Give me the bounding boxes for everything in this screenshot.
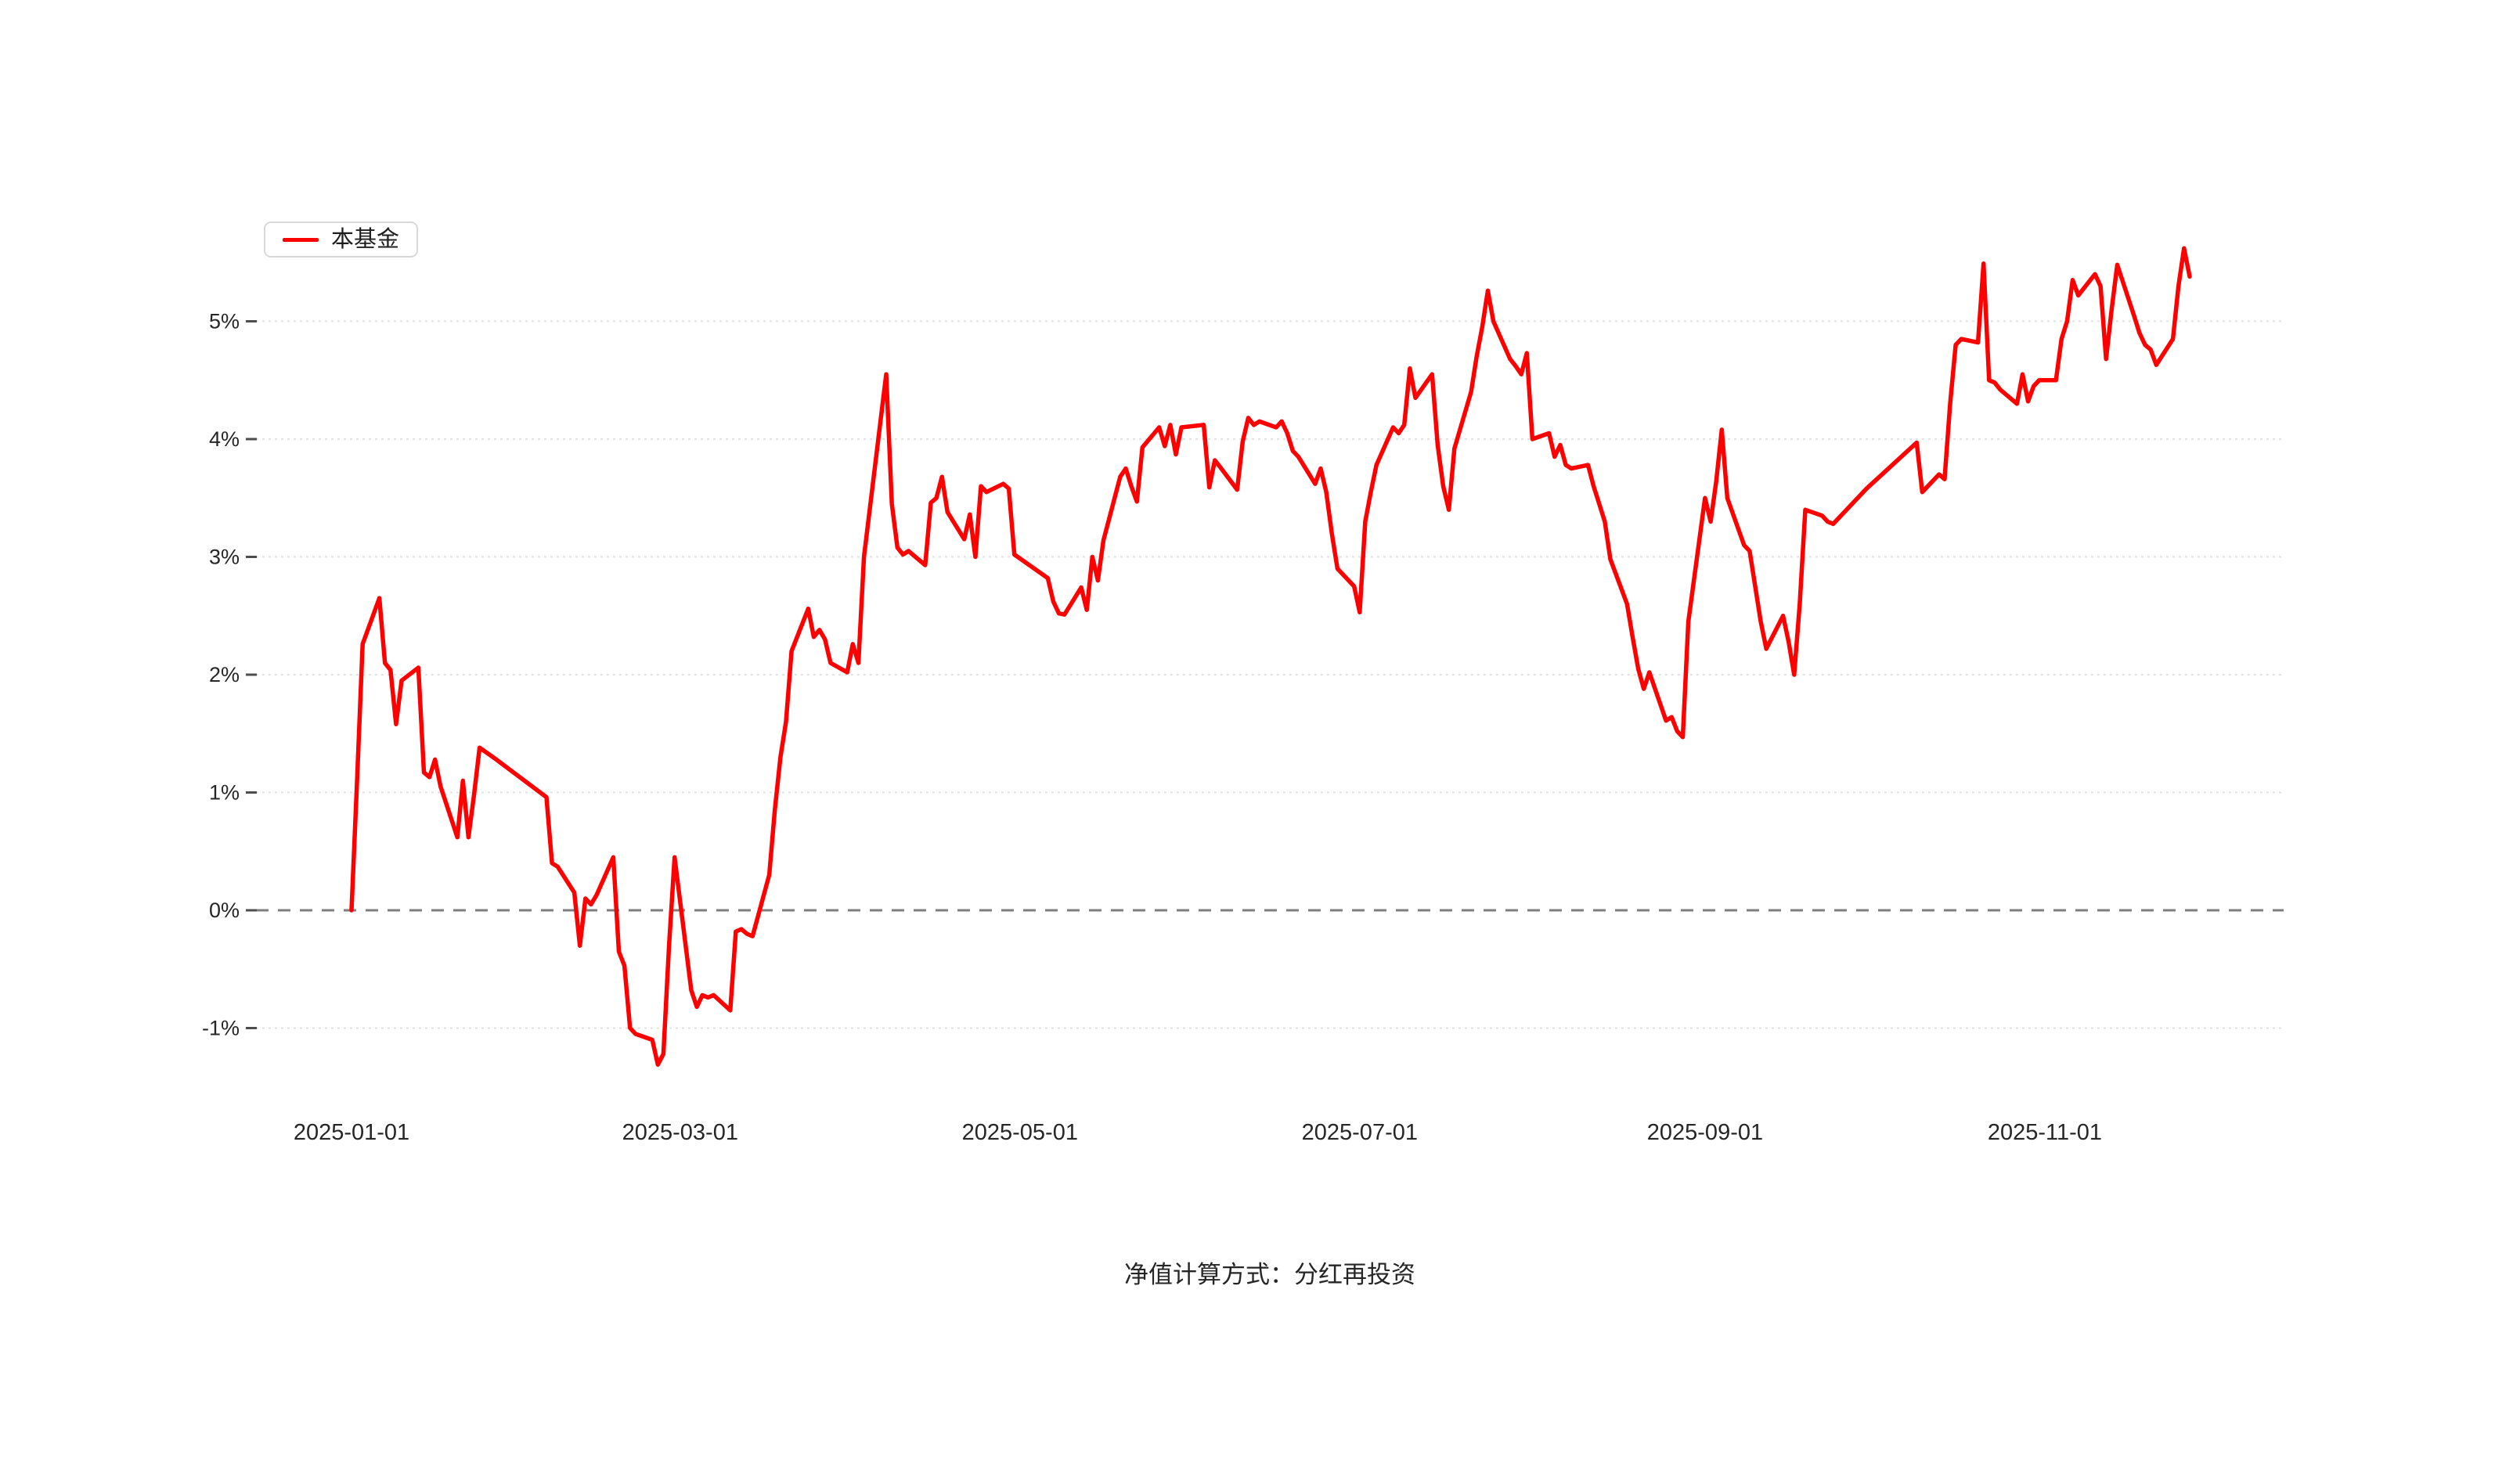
x-axis-label: 2025-09-01	[1647, 1120, 1763, 1145]
y-axis-label: -1%	[202, 1017, 240, 1040]
y-axis-label: 0%	[209, 899, 240, 922]
legend-line-swatch	[283, 237, 319, 242]
x-axis-label: 2025-05-01	[962, 1120, 1078, 1145]
x-axis-label: 2025-03-01	[622, 1120, 738, 1145]
y-axis-label: 3%	[209, 546, 240, 569]
y-axis-label: 1%	[209, 781, 240, 805]
chart-footnote: 净值计算方式：分红再投资	[1124, 1261, 1415, 1288]
y-axis-label: 2%	[209, 663, 240, 686]
y-axis-label: 4%	[209, 427, 240, 451]
legend-item-fund[interactable]: 本基金	[264, 222, 419, 258]
x-axis-label: 2025-11-01	[1988, 1120, 2102, 1145]
x-axis-label: 2025-07-01	[1302, 1120, 1418, 1145]
y-axis-label: 5%	[209, 310, 240, 333]
fund-line	[349, 246, 2192, 1067]
legend-label: 本基金	[331, 226, 400, 252]
x-axis-label: 2025-01-01	[294, 1120, 409, 1145]
